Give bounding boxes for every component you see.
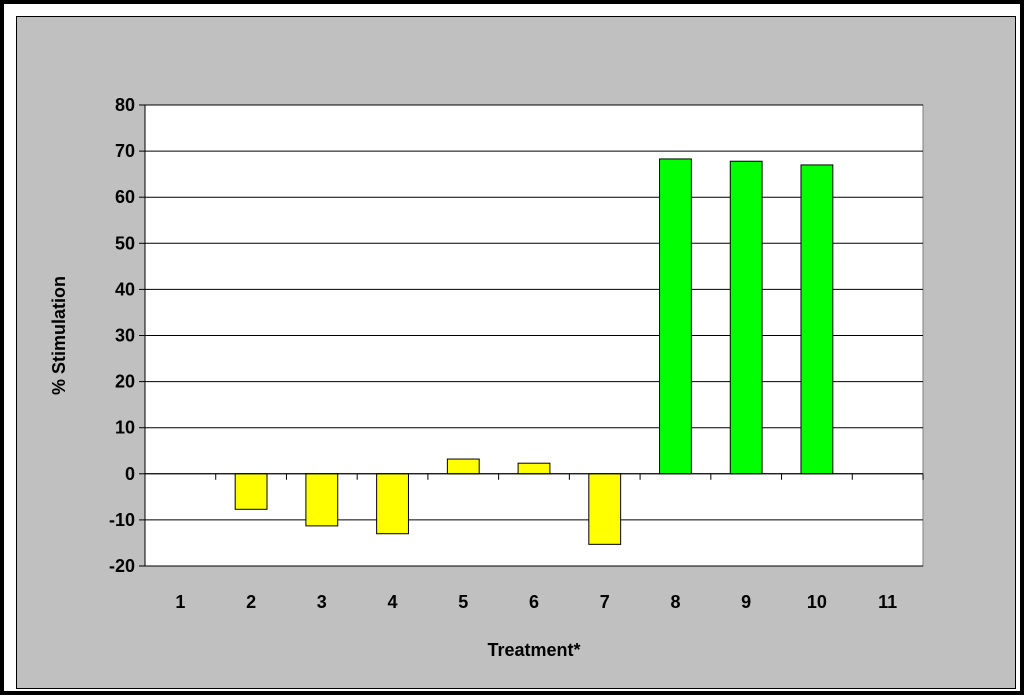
y-tick-label: 70 xyxy=(115,141,135,161)
bar xyxy=(517,462,551,475)
gridlines xyxy=(139,104,923,567)
y-tick-label: 40 xyxy=(115,279,135,299)
x-tick-label: 11 xyxy=(878,592,897,612)
y-tick-label: 20 xyxy=(115,372,135,392)
bar xyxy=(800,164,834,475)
axes xyxy=(144,105,924,566)
bar xyxy=(446,458,480,475)
x-tick-labels: 1 2 3 4 5 6 7 8 9 10 11 xyxy=(175,592,897,612)
y-tick-label: 10 xyxy=(115,418,135,438)
bar xyxy=(588,473,622,545)
bar xyxy=(729,160,763,475)
y-tick-label: 80 xyxy=(115,95,135,115)
bars xyxy=(234,158,834,545)
y-tick-labels: -20 -10 0 10 20 30 40 50 60 70 80 xyxy=(109,95,135,576)
x-tick-label: 6 xyxy=(529,592,539,612)
x-tick-label: 5 xyxy=(458,592,468,612)
bar xyxy=(659,158,692,475)
chart-area: -20 -10 0 10 20 30 40 50 60 70 80 1 2 3 4 5 6 7 8 9 10 11 Tr… xyxy=(16,16,1016,689)
x-tick-label: 7 xyxy=(600,592,610,612)
x-tick-label: 10 xyxy=(807,592,827,612)
x-tick-label: 4 xyxy=(388,592,398,612)
x-tick-label: 2 xyxy=(246,592,256,612)
x-tick-label: 3 xyxy=(317,592,327,612)
y-tick-label: -20 xyxy=(109,556,135,576)
bar-chart: -20 -10 0 10 20 30 40 50 60 70 80 1 2 3 4 5 6 7 8 9 10 11 Tr… xyxy=(49,95,924,660)
y-tick-label: 0 xyxy=(125,464,135,484)
x-tick-label: 8 xyxy=(670,592,680,612)
bar xyxy=(234,473,268,510)
x-tick-label: 9 xyxy=(741,592,751,612)
x-axis-title: Treatment* xyxy=(487,640,580,660)
y-tick-label: 30 xyxy=(115,326,135,346)
x-tick-label: 1 xyxy=(175,592,185,612)
y-tick-label: 60 xyxy=(115,187,135,207)
y-tick-label: 50 xyxy=(115,233,135,253)
y-axis-title: % Stimulation xyxy=(49,276,69,395)
bar xyxy=(305,473,339,527)
bar xyxy=(376,473,409,535)
y-tick-label: -10 xyxy=(109,510,135,530)
